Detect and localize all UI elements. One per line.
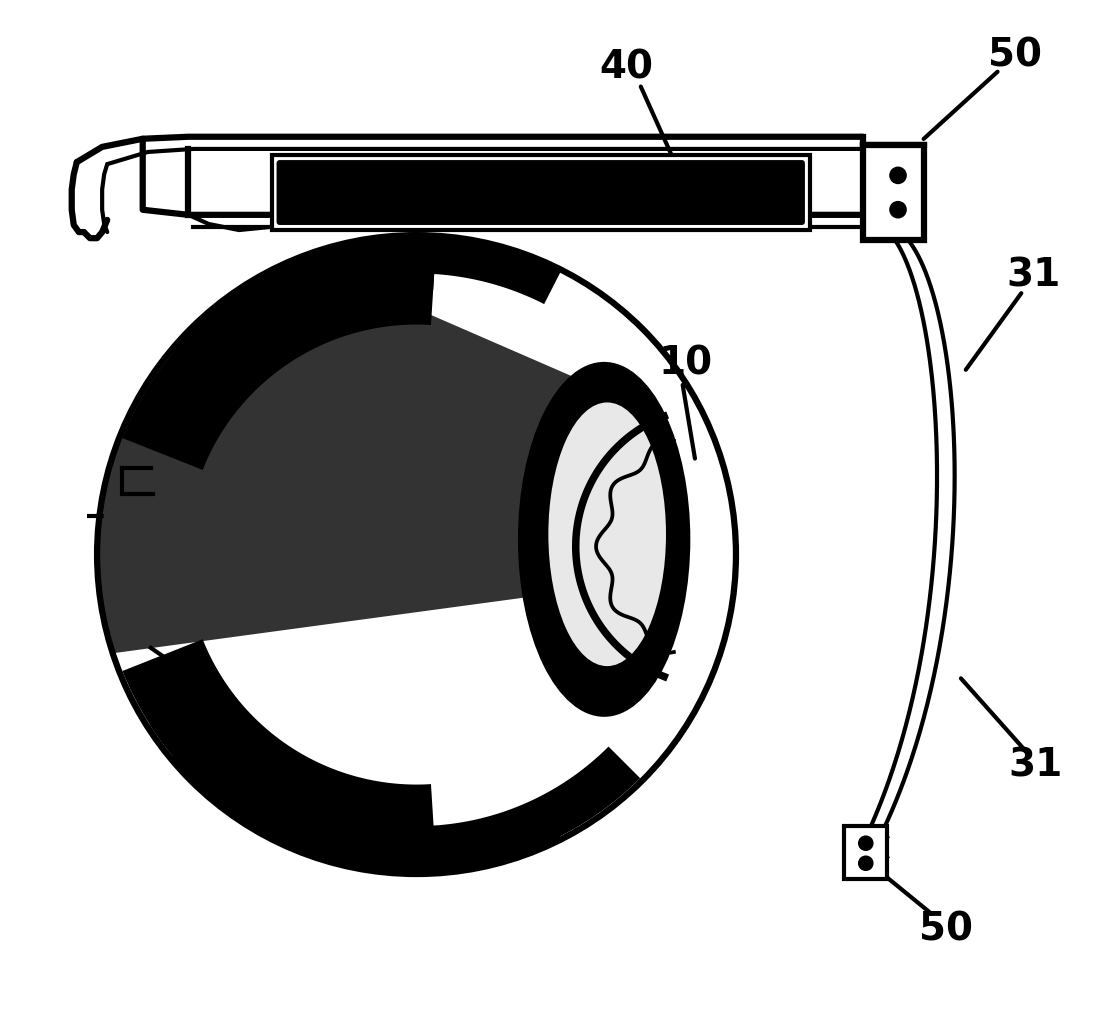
Polygon shape bbox=[171, 732, 562, 874]
Text: 50: 50 bbox=[919, 911, 973, 949]
Text: 10: 10 bbox=[658, 345, 713, 382]
Text: 31: 31 bbox=[1006, 257, 1060, 295]
Circle shape bbox=[859, 856, 872, 871]
Ellipse shape bbox=[518, 362, 690, 717]
Text: 40: 40 bbox=[600, 48, 653, 86]
Ellipse shape bbox=[548, 402, 666, 666]
Bar bbox=[844, 827, 887, 879]
Polygon shape bbox=[97, 258, 665, 653]
Polygon shape bbox=[123, 639, 437, 871]
Circle shape bbox=[890, 201, 906, 218]
Polygon shape bbox=[150, 700, 640, 871]
Text: 50: 50 bbox=[987, 37, 1042, 75]
Circle shape bbox=[97, 235, 736, 874]
Bar bbox=[271, 155, 810, 230]
Bar bbox=[862, 145, 924, 241]
Polygon shape bbox=[123, 238, 437, 470]
Text: 31: 31 bbox=[1008, 746, 1062, 784]
Circle shape bbox=[890, 168, 906, 183]
Polygon shape bbox=[171, 235, 562, 375]
Circle shape bbox=[859, 836, 872, 850]
Polygon shape bbox=[198, 245, 436, 367]
FancyBboxPatch shape bbox=[277, 160, 805, 225]
